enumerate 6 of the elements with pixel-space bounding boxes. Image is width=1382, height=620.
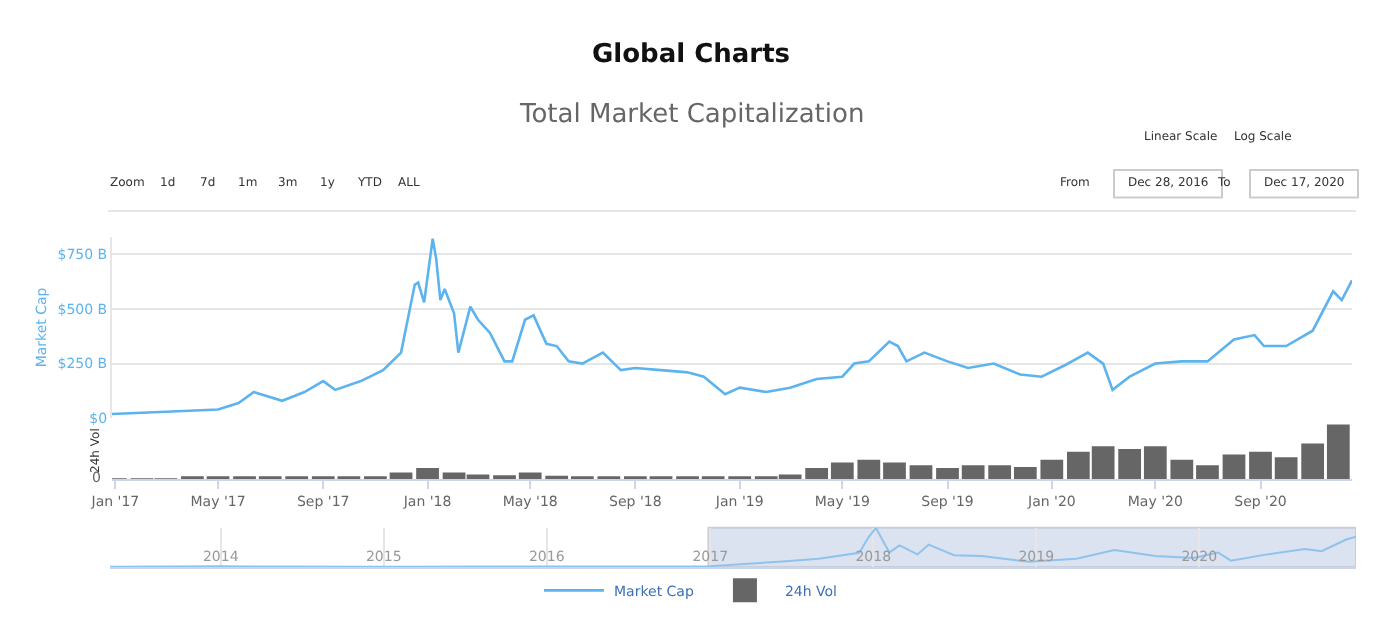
chart-subtitle: Total Market Capitalization: [518, 100, 865, 130]
bar: [1222, 454, 1246, 479]
line-series: [112, 237, 1352, 416]
bar: [416, 468, 439, 479]
bar: [909, 465, 933, 479]
chart-title: Global Charts: [592, 40, 791, 70]
